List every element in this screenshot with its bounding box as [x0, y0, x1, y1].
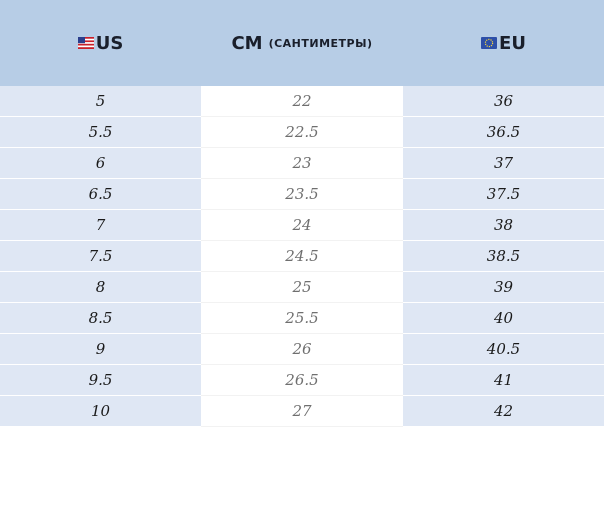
cell-eu: 37.5 — [403, 179, 604, 210]
cell-cm: 23 — [201, 148, 403, 179]
cell-us: 8 — [0, 272, 201, 303]
cell-us: 8.5 — [0, 303, 201, 334]
cell-us: 9.5 — [0, 365, 201, 396]
table-row: 6.5 23.5 37.5 — [0, 179, 604, 210]
cell-cm: 24.5 — [201, 241, 403, 272]
cell-eu: 41 — [403, 365, 604, 396]
cell-eu: 36 — [403, 86, 604, 117]
cell-eu: 37 — [403, 148, 604, 179]
cell-cm: 26 — [201, 334, 403, 365]
cell-us: 5.5 — [0, 117, 201, 148]
table-row: 8 25 39 — [0, 272, 604, 303]
header-cm-label: CM — [231, 32, 263, 54]
cell-cm: 25 — [201, 272, 403, 303]
cell-cm: 22 — [201, 86, 403, 117]
table-row: 7 24 38 — [0, 210, 604, 241]
cell-us: 9 — [0, 334, 201, 365]
cell-us: 5 — [0, 86, 201, 117]
cell-us: 10 — [0, 396, 201, 427]
table-row: 6 23 37 — [0, 148, 604, 179]
header-cm: CM (САНТИМЕТРЫ) — [201, 0, 403, 86]
table-row: 5.5 22.5 36.5 — [0, 117, 604, 148]
header-cm-sub: (САНТИМЕТРЫ) — [268, 36, 373, 50]
cell-eu: 42 — [403, 396, 604, 427]
cell-eu: 40 — [403, 303, 604, 334]
table-row: 10 27 42 — [0, 396, 604, 427]
cell-eu: 38 — [403, 210, 604, 241]
header-us-label: US — [95, 32, 124, 54]
cell-eu: 36.5 — [403, 117, 604, 148]
cell-us: 7.5 — [0, 241, 201, 272]
table-row: 7.5 24.5 38.5 — [0, 241, 604, 272]
cell-us: 6 — [0, 148, 201, 179]
cell-eu: 38.5 — [403, 241, 604, 272]
cell-cm: 26.5 — [201, 365, 403, 396]
cell-cm: 25.5 — [201, 303, 403, 334]
cell-us: 6.5 — [0, 179, 201, 210]
cell-cm: 22.5 — [201, 117, 403, 148]
table-row: 5 22 36 — [0, 86, 604, 117]
cell-us: 7 — [0, 210, 201, 241]
header-eu-label: EU — [499, 32, 526, 54]
table-header: US CM (САНТИМЕТРЫ) EU — [0, 0, 604, 86]
cell-eu: 39 — [403, 272, 604, 303]
us-flag-icon — [77, 37, 94, 49]
header-eu: EU — [403, 0, 604, 86]
header-us: US — [0, 0, 201, 86]
cell-eu: 40.5 — [403, 334, 604, 365]
cell-cm: 27 — [201, 396, 403, 427]
table-row: 8.5 25.5 40 — [0, 303, 604, 334]
cell-cm: 23.5 — [201, 179, 403, 210]
cell-cm: 24 — [201, 210, 403, 241]
eu-flag-icon — [481, 37, 498, 49]
table-row: 9.5 26.5 41 — [0, 365, 604, 396]
table-row: 9 26 40.5 — [0, 334, 604, 365]
